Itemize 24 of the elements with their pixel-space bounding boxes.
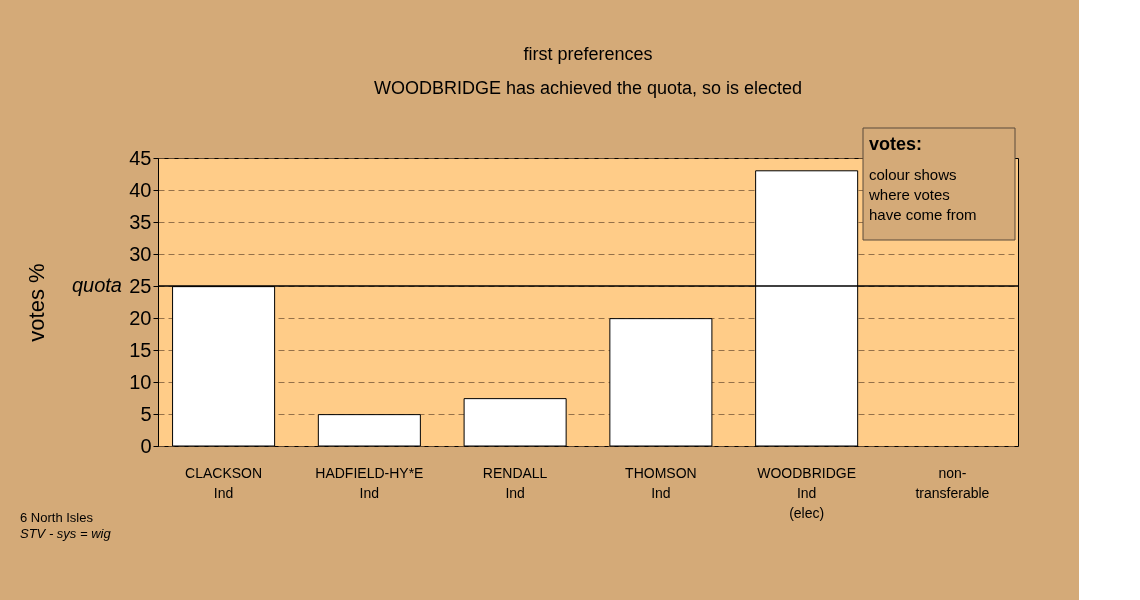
y-axis-title: votes % xyxy=(24,263,50,342)
x-tick-label: HADFIELD-HY*E Ind xyxy=(315,464,424,501)
text: votes: xyxy=(869,134,923,154)
ref-line-label: quota xyxy=(71,274,122,296)
x-tick-label: non- transferable xyxy=(915,464,990,501)
y-tick-label: 35 xyxy=(129,210,152,233)
chart-subtitle: WOODBRIDGE has achieved the quota, so is elected xyxy=(373,77,803,98)
x-tick-label: RENDALL Ind xyxy=(482,464,548,501)
x-tick-label: THOMSON Ind xyxy=(625,464,697,501)
text: STV - sys = wig xyxy=(20,526,112,541)
y-tick-label: 10 xyxy=(129,370,152,393)
y-tick-label: 40 xyxy=(129,178,152,201)
y-tick-label: 20 xyxy=(129,306,152,329)
chart-title: first preferences xyxy=(523,43,653,64)
y-tick-label: 45 xyxy=(129,146,152,169)
y-tick-label: 15 xyxy=(129,338,152,361)
text: 6 North Isles xyxy=(20,510,94,525)
y-tick-label: 30 xyxy=(129,242,152,265)
y-tick-label: 25 xyxy=(129,274,152,297)
x-tick-label: WOODBRIDGE Ind (elec) xyxy=(757,464,857,521)
y-tick-label: 5 xyxy=(140,402,152,425)
x-tick-label: CLACKSON Ind xyxy=(185,464,263,501)
y-tick-label: 0 xyxy=(140,434,152,457)
annotation: colour shows where votes have come from xyxy=(868,166,977,223)
